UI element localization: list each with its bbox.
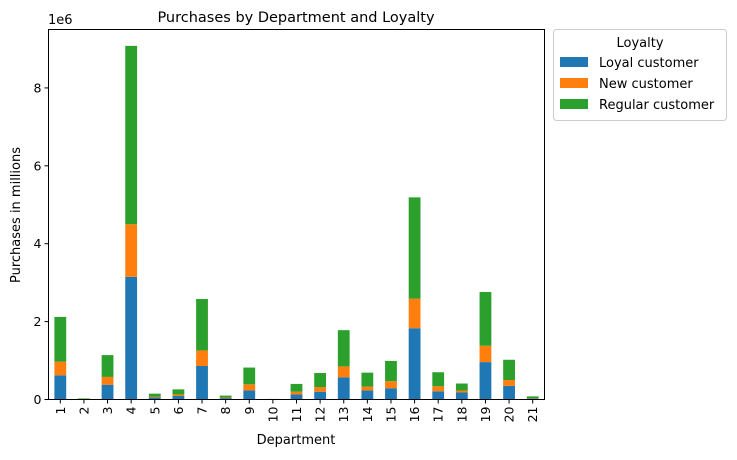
x-tick-label: 9	[242, 406, 257, 414]
bar-dept-5-series-1	[149, 397, 161, 398]
y-tick-label: 6	[34, 158, 42, 173]
bar-dept-4-series-1	[125, 224, 137, 277]
bar-dept-18-series-2	[456, 384, 468, 391]
x-tick-label: 10	[265, 406, 280, 422]
x-axis-label: Department	[257, 433, 336, 448]
bar-dept-3-series-0	[102, 385, 114, 400]
x-tick-label: 7	[195, 407, 210, 415]
bar-dept-15-series-0	[385, 388, 397, 399]
chart-title: Purchases by Department and Loyalty	[157, 10, 435, 26]
axis-scale-label: 1e6	[48, 13, 73, 28]
x-tick-label: 8	[218, 406, 233, 414]
bar-dept-4-series-2	[125, 46, 137, 224]
bar-dept-15-series-1	[385, 381, 397, 388]
bar-dept-13-series-1	[338, 366, 350, 377]
bar-dept-16-series-2	[409, 197, 421, 298]
legend-swatch-regular	[560, 99, 588, 109]
x-tick-label: 4	[124, 406, 139, 414]
bar-dept-21-series-2	[527, 396, 539, 398]
bar-dept-13-series-2	[338, 330, 350, 366]
bar-dept-11-series-0	[291, 394, 303, 399]
bar-dept-9-series-2	[243, 368, 255, 385]
bar-dept-6-series-0	[173, 396, 185, 400]
legend-label-new: New customer	[599, 77, 693, 92]
x-tick-label: 11	[289, 407, 304, 423]
x-tick-label: 5	[147, 407, 162, 415]
bar-dept-1-series-0	[54, 375, 66, 399]
x-tick-label: 2	[76, 407, 91, 415]
legend-swatch-new	[560, 78, 588, 88]
bar-dept-11-series-2	[291, 384, 303, 392]
bar-dept-2-series-2	[78, 398, 90, 399]
bar-dept-8-series-1	[220, 398, 232, 399]
bar-dept-20-series-2	[503, 360, 515, 380]
bar-dept-3-series-1	[102, 377, 114, 385]
bar-dept-20-series-1	[503, 380, 515, 386]
y-tick-label: 4	[34, 236, 42, 251]
bar-dept-19-series-2	[480, 292, 492, 346]
bar-dept-15-series-2	[385, 361, 397, 381]
legend-label-loyal: Loyal customer	[599, 56, 699, 71]
bar-dept-16-series-1	[409, 299, 421, 329]
bar-dept-12-series-1	[314, 387, 326, 392]
bar-dept-5-series-2	[149, 394, 161, 397]
bar-dept-7-series-1	[196, 350, 208, 366]
bar-dept-6-series-1	[173, 394, 185, 396]
bar-dept-13-series-0	[338, 377, 350, 399]
x-tick-label: 20	[502, 406, 517, 422]
bar-dept-8-series-2	[220, 396, 232, 398]
bar-dept-9-series-1	[243, 384, 255, 390]
bars	[54, 46, 538, 400]
x-tick-label: 12	[313, 407, 328, 423]
bar-dept-18-series-1	[456, 391, 468, 393]
legend-title: Loyalty	[616, 36, 663, 51]
x-tick-label: 13	[336, 407, 351, 423]
bar-dept-16-series-0	[409, 328, 421, 399]
bar-dept-17-series-1	[432, 386, 444, 391]
x-tick-label: 18	[454, 406, 469, 422]
bar-dept-14-series-1	[361, 387, 373, 391]
x-tick-label: 6	[171, 406, 186, 414]
x-tick-label: 19	[478, 406, 493, 422]
x-tick-label: 1	[53, 407, 68, 415]
legend-label-regular: Regular customer	[599, 98, 715, 113]
y-tick-label: 8	[34, 80, 42, 95]
bar-dept-18-series-0	[456, 392, 468, 399]
bar-dept-3-series-2	[102, 355, 114, 377]
bar-dept-7-series-0	[196, 366, 208, 399]
bar-dept-17-series-0	[432, 391, 444, 399]
bar-dept-20-series-0	[503, 386, 515, 400]
bar-dept-19-series-1	[480, 346, 492, 362]
x-tick-label: 16	[407, 406, 422, 422]
plot-frame	[49, 30, 545, 400]
y-axis-label: Purchases in millions	[9, 147, 24, 283]
bar-dept-12-series-2	[314, 373, 326, 387]
x-tick-label: 21	[525, 407, 540, 423]
y-tick-label: 0	[34, 392, 42, 407]
bar-dept-14-series-2	[361, 373, 373, 387]
bar-dept-17-series-2	[432, 372, 444, 386]
bar-dept-12-series-0	[314, 392, 326, 400]
bar-dept-14-series-0	[361, 391, 373, 400]
bar-dept-6-series-2	[173, 389, 185, 394]
bar-dept-4-series-0	[125, 277, 137, 400]
bar-dept-1-series-2	[54, 317, 66, 362]
y-tick-label: 2	[34, 314, 42, 329]
legend: Loyalty Loyal customer New customer Regu…	[554, 30, 727, 121]
x-tick-label: 3	[100, 407, 115, 415]
bar-dept-11-series-1	[291, 392, 303, 395]
bar-dept-19-series-0	[480, 362, 492, 399]
bar-dept-7-series-2	[196, 299, 208, 350]
x-tick-label: 15	[383, 407, 398, 423]
bar-dept-9-series-0	[243, 391, 255, 400]
legend-swatch-loyal	[560, 57, 588, 67]
x-tick-label: 14	[360, 406, 375, 422]
bar-dept-1-series-1	[54, 362, 66, 376]
x-tick-label: 17	[431, 407, 446, 423]
